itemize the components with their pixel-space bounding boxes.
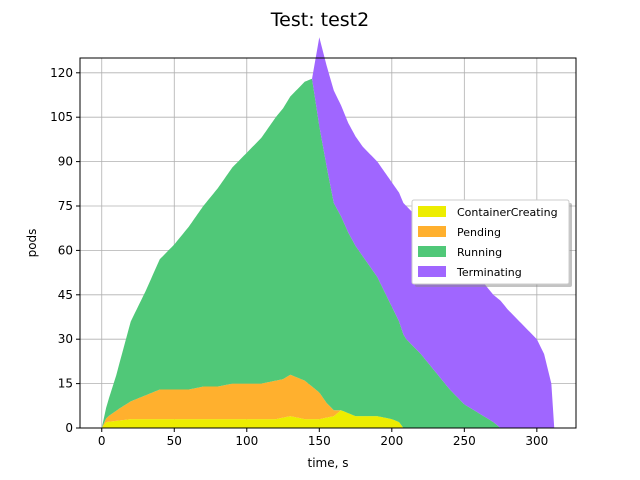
legend-label-containercreating: ContainerCreating [457,206,558,219]
y-axis-label: pods [25,229,39,258]
area-terminating [101,37,555,428]
x-axis-ticks: 0 50 100 150 200 250 300 [98,428,548,448]
chart-title: Test: test2 [270,9,369,31]
y-tick-label: 105 [50,110,73,124]
legend-swatch-terminating [418,266,446,277]
y-axis-ticks: 0 15 30 45 60 75 90 105 120 [50,66,80,435]
y-tick-label: 120 [50,66,73,80]
x-tick-label: 100 [235,434,258,448]
legend-label-running: Running [457,246,502,259]
x-tick-label: 200 [380,434,403,448]
x-tick-label: 0 [98,434,106,448]
legend-swatch-pending [418,226,446,237]
y-tick-label: 75 [58,199,73,213]
area-pending [101,374,555,428]
area-series [101,37,555,428]
legend-box [411,199,570,285]
y-tick-label: 60 [58,243,73,257]
legend-label-terminating: Terminating [456,266,522,279]
y-tick-label: 30 [58,332,73,346]
area-running [101,78,555,428]
legend-swatch-running [418,246,446,257]
y-tick-label: 45 [58,288,73,302]
x-tick-label: 50 [167,434,182,448]
y-tick-label: 0 [65,421,73,435]
x-axis-label: time, s [308,456,349,470]
y-tick-label: 15 [58,377,73,391]
plot-frame [79,57,577,429]
x-tick-label: 250 [453,434,476,448]
legend-swatch-containercreating [418,206,446,217]
x-tick-label: 300 [525,434,548,448]
legend: ContainerCreating Pending Running Terminati… [411,199,572,287]
area-containercreating [101,410,555,428]
x-tick-label: 150 [308,434,331,448]
legend-label-pending: Pending [457,226,501,239]
y-tick-label: 90 [58,155,73,169]
